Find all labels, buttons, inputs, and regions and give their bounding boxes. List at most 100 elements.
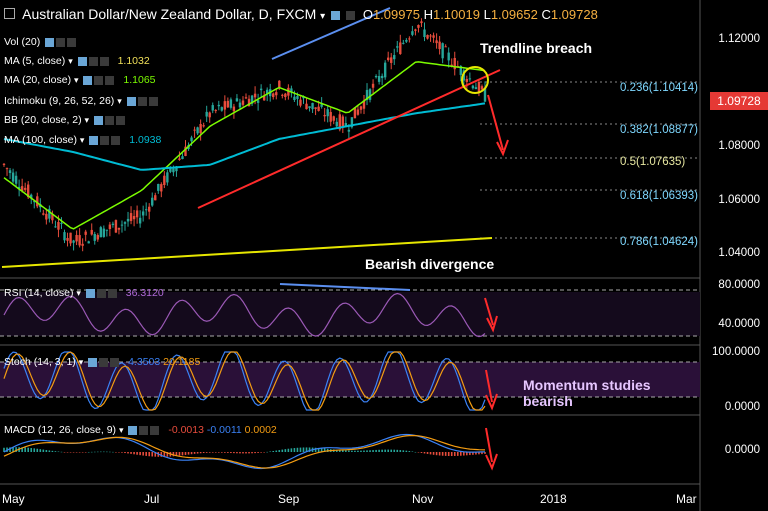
candle-body <box>284 93 287 98</box>
eye-icon[interactable] <box>88 357 98 367</box>
candle-body <box>132 216 136 220</box>
collapse-icon[interactable] <box>4 8 15 19</box>
close-icon[interactable] <box>99 56 109 66</box>
close-icon[interactable] <box>110 357 120 367</box>
settings-icon[interactable] <box>100 135 110 145</box>
candle-body <box>202 125 205 127</box>
candle-body <box>169 166 172 172</box>
candle-body <box>148 206 151 212</box>
candle-body <box>459 66 462 75</box>
indicator-bb[interactable]: BB (20, close, 2) ▾ <box>4 114 125 126</box>
indicator-ma20[interactable]: MA (20, close) ▾ 1.1065 <box>4 74 156 86</box>
indicator-ichimoku[interactable]: Ichimoku (9, 26, 52, 26) ▾ <box>4 95 158 107</box>
close-icon[interactable] <box>67 37 77 47</box>
chevron-down-icon[interactable]: ▾ <box>117 96 122 106</box>
macd-hist-bar <box>84 452 87 453</box>
macd-hist-bar <box>317 447 320 452</box>
settings-icon[interactable] <box>139 425 149 435</box>
candle-body <box>380 75 384 79</box>
macd-hist-bar <box>387 449 389 452</box>
chevron-down-icon[interactable]: ▾ <box>78 357 84 367</box>
settings-icon[interactable] <box>137 96 147 106</box>
candle-body <box>178 158 181 160</box>
macd-hist-bar <box>136 452 138 455</box>
macd-hist-bar <box>78 452 81 453</box>
settings-icon[interactable] <box>94 75 104 85</box>
eye-icon[interactable] <box>126 96 136 106</box>
time-tick: Mar <box>676 492 697 506</box>
eye-icon[interactable] <box>77 56 87 66</box>
candle-body <box>435 40 438 44</box>
chevron-down-icon[interactable]: ▾ <box>76 288 81 298</box>
rsi-label-group[interactable]: RSI (14, close) ▾ 36.3120 <box>4 287 164 299</box>
eye-icon[interactable] <box>85 288 95 298</box>
macd-arrow-shaft <box>485 427 493 463</box>
macd-hist-bar <box>27 447 30 452</box>
macd-label-group[interactable]: MACD (12, 26, close, 9) ▾ -0.0013 -0.001… <box>4 424 277 436</box>
indicator-ma100[interactable]: MA (100, close) ▾ 1.0938 <box>4 134 161 146</box>
symbol-title[interactable]: Australian Dollar/New Zealand Dollar, D,… <box>22 6 317 22</box>
candle-body <box>23 187 27 190</box>
eye-icon[interactable] <box>83 75 93 85</box>
candle-body <box>69 232 72 244</box>
chevron-down-icon[interactable]: ▾ <box>84 115 90 125</box>
candle-body <box>272 93 275 98</box>
macd-hist-bar <box>360 450 362 452</box>
close-icon[interactable] <box>148 96 158 106</box>
time-tick: May <box>2 492 25 506</box>
macd-signal-value: 0.0002 <box>244 424 277 436</box>
macd-hist-bar <box>93 451 96 453</box>
candle-body <box>296 96 299 99</box>
macd-hist-bar <box>221 452 223 453</box>
candle-body <box>220 107 224 111</box>
close-icon[interactable] <box>105 75 115 85</box>
eye-icon[interactable] <box>45 37 55 47</box>
candle-body <box>51 214 54 221</box>
candle-body <box>402 42 405 44</box>
macd-hist-bar <box>469 452 471 456</box>
stoch-label-group[interactable]: Stoch (14, 3, 1) ▾ 4.3503 20.1185 <box>4 356 200 368</box>
ma100-line <box>3 102 486 171</box>
chevron-down-icon[interactable]: ▾ <box>74 75 79 85</box>
candle-body <box>471 85 475 89</box>
macd-hist-bar <box>3 447 5 452</box>
close-value: 1.09728 <box>550 7 598 22</box>
time-tick: 2018 <box>540 492 567 506</box>
candle-body <box>8 170 12 173</box>
eye-icon[interactable] <box>331 10 341 20</box>
candle-body <box>211 105 214 111</box>
macd-hist-bar <box>450 452 453 457</box>
close-icon[interactable] <box>111 135 121 145</box>
settings-icon[interactable] <box>96 288 106 298</box>
close-icon[interactable] <box>107 288 117 298</box>
settings-icon[interactable] <box>345 10 355 20</box>
eye-icon[interactable] <box>128 425 138 435</box>
macd-hist-bar <box>124 452 126 454</box>
indicator-ma5[interactable]: MA (5, close) ▾ 1.1032 <box>4 55 150 67</box>
chevron-down-icon[interactable]: ▾ <box>68 56 73 66</box>
macd-hist-bar <box>33 448 36 452</box>
eye-icon[interactable] <box>89 135 99 145</box>
settings-icon[interactable] <box>105 115 114 125</box>
macd-hist-bar <box>251 452 253 454</box>
chevron-down-icon[interactable]: ▾ <box>320 11 326 22</box>
candle-body <box>405 39 408 42</box>
settings-icon[interactable] <box>56 37 66 47</box>
macd-hist-bar <box>308 447 311 452</box>
settings-icon[interactable] <box>88 56 98 66</box>
candle-body <box>414 29 417 31</box>
rsi-line <box>3 292 486 338</box>
rsi-arrow-shaft <box>484 297 494 326</box>
chevron-down-icon[interactable]: ▾ <box>79 135 85 145</box>
indicator-vol[interactable]: Vol (20) <box>4 36 77 48</box>
close-icon[interactable] <box>150 425 160 435</box>
eye-icon[interactable] <box>94 115 103 125</box>
macd-hist-bar <box>281 449 284 452</box>
candle-body <box>359 106 363 110</box>
settings-icon[interactable] <box>99 357 109 367</box>
candle-body <box>33 201 36 203</box>
close-icon[interactable] <box>116 115 125 125</box>
chevron-down-icon[interactable]: ▾ <box>118 425 124 435</box>
candle-body <box>480 86 484 90</box>
macd-hist-bar <box>9 447 11 452</box>
